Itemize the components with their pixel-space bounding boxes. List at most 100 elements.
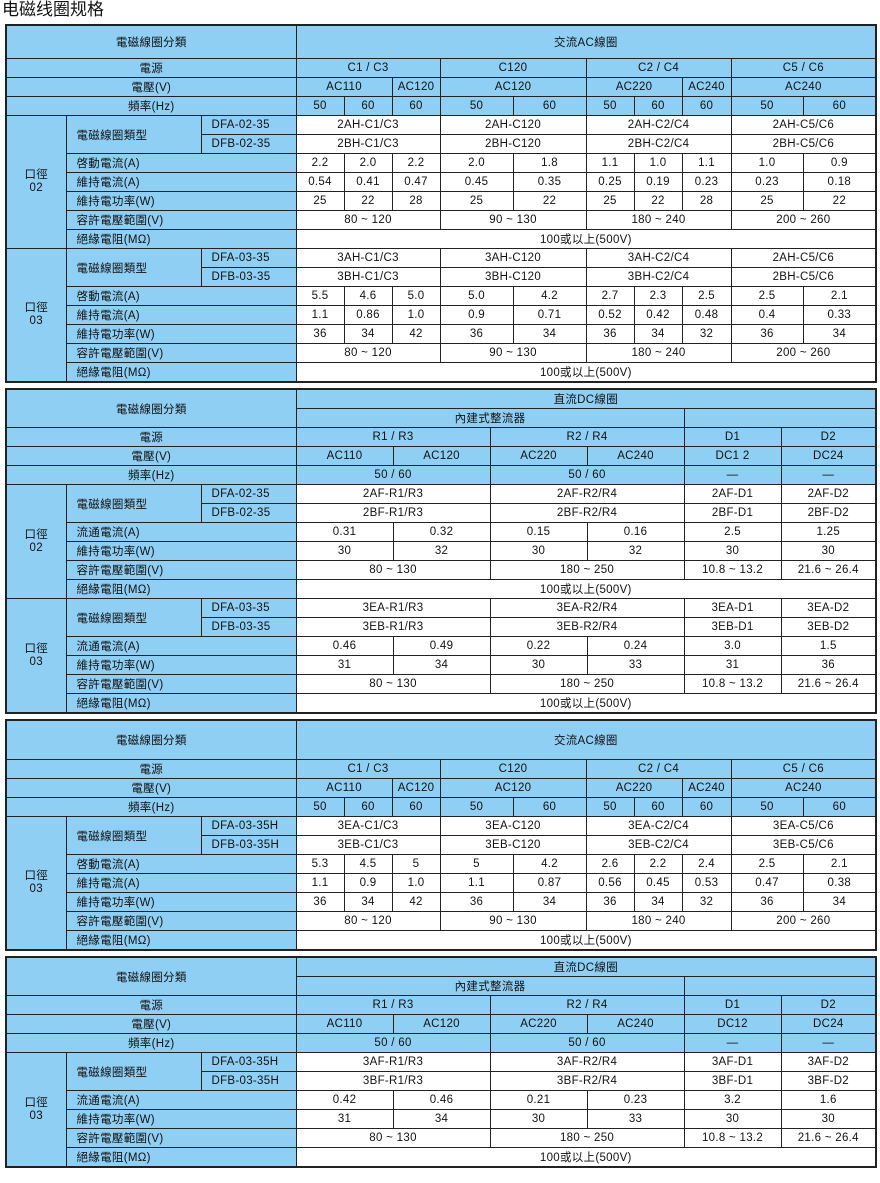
table-cell: 2BH-C5/C6 [730, 134, 877, 154]
table-cell: 36 [295, 324, 345, 344]
table-cell: 3AF-R2/R4 [489, 1052, 685, 1072]
table-cell: 31 [295, 655, 394, 675]
table-row: 絕緣電阻(MΩ) 100或以上(500V) [6, 579, 877, 599]
table-cell: 0.18 [802, 172, 877, 192]
dc-coil-spec-table: 電磁線圈分類 直流DC線圈 內建式整流器 電源 R1 / R3 R2 / R4 D1 D2 電壓… [5, 388, 878, 714]
header-cell: 50 [730, 96, 804, 116]
header-cell: AC240 [730, 778, 877, 798]
table-row: 啓動電流(A) 5.3 4.5 5 5 4.2 2.6 2.2 2.4 2.5 2.1 [6, 854, 877, 874]
table-row: 絕緣電阻(MΩ) 100或以上(500V) [6, 930, 877, 951]
header-cell: 維持電功率(W) [65, 892, 297, 912]
table-cell: 32 [392, 541, 491, 561]
table-cell: 0.25 [585, 172, 635, 192]
header-cell: C120 [439, 759, 587, 779]
header-cell: 60 [802, 96, 877, 116]
table-row: 維持電流(A) 1.1 0.86 1.0 0.9 0.71 0.52 0.42 0.48 0.4 0… [6, 305, 877, 325]
table-row: 電壓(V) AC110 AC120 AC120 AC220 AC240 AC240 [5, 77, 877, 97]
table-cell: 3EA-R2/R4 [489, 598, 685, 618]
table-row: 頻率(Hz) 50 60 60 50 60 50 60 60 50 60 [5, 96, 877, 116]
table-row: 維持電功率(W) 36 34 42 36 34 36 34 32 36 34 [6, 324, 877, 344]
table-cell: 5 [439, 854, 514, 874]
table-cell: 2AH-C1/C3 [295, 115, 441, 135]
table-cell: 2.4 [681, 854, 732, 874]
table-cell: 30 [489, 1109, 588, 1129]
table-cell: 34 [802, 324, 877, 344]
table-cell: 30 [295, 541, 394, 561]
table-cell: 1.25 [780, 522, 877, 542]
table-cell: 22 [512, 191, 587, 211]
table-cell: 36 [730, 892, 804, 912]
header-cell: 電磁線圈類型 [65, 115, 202, 154]
table-cell: 3EA-C5/C6 [730, 816, 877, 836]
table-cell: 5.5 [295, 286, 345, 306]
table-cell: 5 [391, 854, 441, 874]
header-cell: 電壓(V) [5, 778, 297, 798]
table-cell: 2.1 [802, 854, 877, 874]
table-cell: 180 ~ 240 [585, 210, 732, 230]
table-row: DFB-03-35H 3BF-R1/R3 3BF-R2/R4 3BF-D1 3BF-D2 [6, 1071, 877, 1091]
table-cell: 3.2 [683, 1090, 782, 1110]
ac-coil-spec-table: 電磁線圈分類 交流AC線圈 電源 C1 / C3 C120 C2 / C4 C5 / C6 電… [5, 719, 878, 951]
header-cell: 50 / 60 [295, 465, 491, 485]
header-cell: 絕緣電阻(MΩ) [65, 693, 297, 714]
header-cell: DFA-02-35 [200, 484, 297, 504]
table-cell: 80 ~ 120 [295, 343, 441, 363]
table-row: 頻率(Hz) 50 60 60 50 60 50 60 60 50 60 [5, 797, 877, 817]
header-cell: — [780, 465, 877, 485]
table-row: DFB-02-35 2BH-C1/C3 2BH-C120 2BH-C2/C4 2BH-C… [6, 134, 877, 154]
header-cell: 電磁線圈類型 [65, 484, 202, 523]
table-row: 維持電流(A) 1.1 0.9 1.0 1.1 0.87 0.56 0.45 0.53 0.47 0… [6, 873, 877, 893]
table-cell: 36 [439, 324, 514, 344]
table-cell: 2.0 [439, 153, 514, 173]
table-cell: 21.6 ~ 26.4 [780, 674, 877, 694]
table-row: 口徑 03 電磁線圈類型 DFA-03-35 3AH-C1/C3 3AH-C120 3AH… [5, 248, 877, 383]
header-cell: 絕緣電阻(MΩ) [65, 1147, 297, 1168]
table-cell: 33 [586, 1109, 685, 1129]
table-cell: 31 [683, 655, 782, 675]
table-cell: 3EA-C120 [439, 816, 587, 836]
table-cell: 1.6 [780, 1090, 877, 1110]
table-row: 內建式整流器 [6, 408, 877, 428]
table-cell: 2AH-C5/C6 [730, 115, 877, 135]
table-cell: 100或以上(500V) [295, 579, 877, 599]
header-cell: 電磁線圈分類 [5, 388, 297, 428]
table-cell: 200 ~ 260 [730, 911, 877, 931]
table-cell: 180 ~ 240 [585, 911, 732, 931]
table-row: DFB-02-35 2BF-R1/R3 2BF-R2/R4 2BF-D1 2BF-D2 [6, 503, 877, 523]
header-cell: 容許電壓範圍(V) [65, 674, 297, 694]
table-cell: 100或以上(500V) [295, 693, 877, 714]
header-cell: 交流AC線圈 [295, 719, 877, 760]
table-row: 容許電壓範圍(V) 80 ~ 130 180 ~ 250 10.8 ~ 13.2 21.… [6, 560, 877, 580]
header-cell: AC110 [295, 77, 393, 97]
table-cell: 100或以上(500V) [295, 1147, 877, 1168]
header-cell: 電壓(V) [5, 446, 297, 466]
header-cell: 容許電壓範圍(V) [65, 210, 297, 230]
header-cell: DFB-03-35 [200, 617, 297, 637]
header-cell: 絕緣電阻(MΩ) [65, 362, 297, 383]
table-cell: 3EA-C1/C3 [295, 816, 441, 836]
table-cell: 31 [295, 1109, 394, 1129]
table-cell: 2BF-R2/R4 [489, 503, 685, 523]
table-cell: 22 [343, 191, 393, 211]
table-cell: 0.9 [802, 153, 877, 173]
table-row: 頻率(Hz) 50 / 60 50 / 60— — [5, 1033, 877, 1053]
table-cell: 1.1 [295, 873, 345, 893]
bore-size-label: 口徑 02 [5, 115, 67, 249]
table-cell: 2.5 [730, 286, 804, 306]
table-row: 電源 R1 / R3 R2 / R4 D1 D2 [5, 995, 877, 1015]
header-cell: 啓動電流(A) [65, 153, 297, 173]
header-cell: DFB-03-35H [200, 835, 297, 855]
header-cell: D2 [780, 427, 877, 447]
table-row: 維持電功率(W) 30 32 30 32 30 30 [6, 541, 877, 561]
table-cell: 2AH-C120 [439, 115, 587, 135]
table-cell: 3AH-C120 [439, 248, 587, 268]
table-row: 電磁線圈分類 直流DC線圈 [5, 956, 877, 996]
header-cell: 電磁線圈類型 [65, 816, 202, 855]
table-cell: 4.2 [512, 854, 587, 874]
header-cell: 維持電流(A) [65, 305, 297, 325]
table-cell: 2.5 [730, 854, 804, 874]
header-cell: D1 [683, 995, 782, 1015]
header-cell: DFA-03-35H [200, 816, 297, 836]
table-cell: 5.0 [391, 286, 441, 306]
table-cell: 100或以上(500V) [295, 930, 877, 951]
